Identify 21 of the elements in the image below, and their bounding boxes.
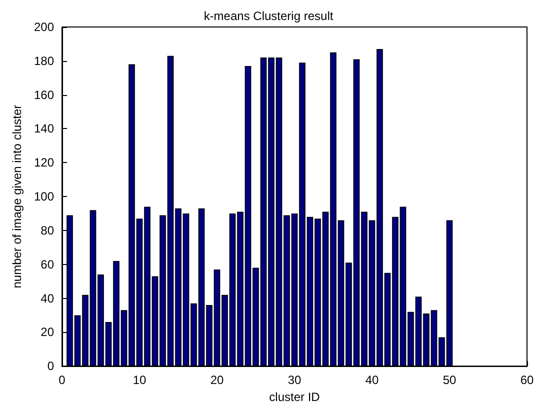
y-tick-label: 200 xyxy=(34,20,54,34)
y-tick-label: 60 xyxy=(40,257,54,272)
x-tick-label: 10 xyxy=(132,373,146,388)
y-tick-label: 160 xyxy=(34,88,54,102)
y-tick-label: 80 xyxy=(40,223,54,238)
y-axis-title: number of image given into cluster xyxy=(10,104,24,288)
x-tick-label: 20 xyxy=(210,373,224,388)
y-tick-label: 180 xyxy=(34,54,54,68)
x-axis-title: cluster ID xyxy=(269,390,320,404)
x-tick-label: 50 xyxy=(442,373,456,388)
y-tick-label: 0 xyxy=(47,359,54,374)
chart-title: k-means Clusterig result xyxy=(204,9,334,23)
y-tick-label: 40 xyxy=(40,291,54,306)
y-tick-label: 20 xyxy=(40,325,54,340)
y-tick-label: 100 xyxy=(34,190,54,204)
y-tick-label: 120 xyxy=(34,156,54,170)
x-tick-label: 30 xyxy=(288,373,302,388)
y-tick-label: 140 xyxy=(34,122,54,136)
x-tick-label: 40 xyxy=(365,373,379,388)
x-tick-label: 0 xyxy=(58,373,66,388)
x-tick-label: 60 xyxy=(520,373,534,388)
